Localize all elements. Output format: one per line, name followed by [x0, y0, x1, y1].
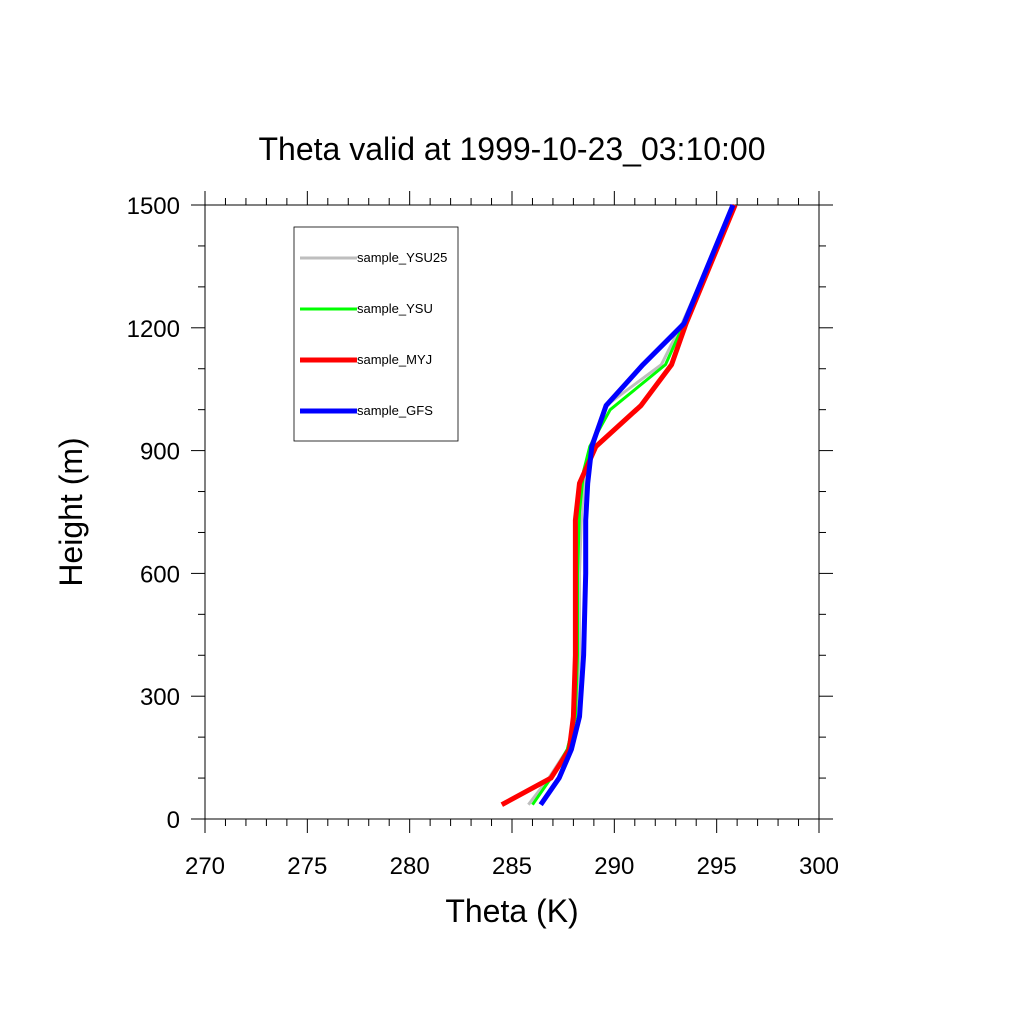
x-tick-label: 280: [390, 853, 430, 880]
series-line-sample_YSU25: [527, 204, 737, 806]
y-tick-label: 1200: [127, 316, 180, 343]
y-tick-label: 900: [140, 439, 180, 466]
y-tick-label: 300: [140, 684, 180, 711]
x-tick-label: 290: [594, 853, 634, 880]
x-tick-label: 270: [185, 853, 225, 880]
y-tick-label: 600: [140, 561, 180, 588]
x-tick-label: 300: [799, 853, 839, 880]
series-line-sample_MYJ: [500, 204, 738, 807]
legend-box: [293, 226, 459, 442]
y-tick-label: 0: [167, 807, 180, 834]
x-tick-label: 295: [697, 853, 737, 880]
legend-label: sample_YSU25: [357, 250, 447, 265]
y-axis-label: Height (m): [53, 437, 89, 586]
series-line-sample_GFS: [538, 204, 736, 807]
x-axis-label: Theta (K): [445, 893, 578, 929]
x-tick-label: 275: [287, 853, 327, 880]
legend-label: sample_GFS: [357, 403, 433, 418]
x-tick-label: 285: [492, 853, 532, 880]
y-tick-label: 1500: [127, 193, 180, 220]
series-line-sample_YSU: [531, 204, 737, 806]
legend-label: sample_MYJ: [357, 352, 432, 367]
chart-title: Theta valid at 1999-10-23_03:10:00: [258, 131, 765, 167]
legend-label: sample_YSU: [357, 301, 433, 316]
